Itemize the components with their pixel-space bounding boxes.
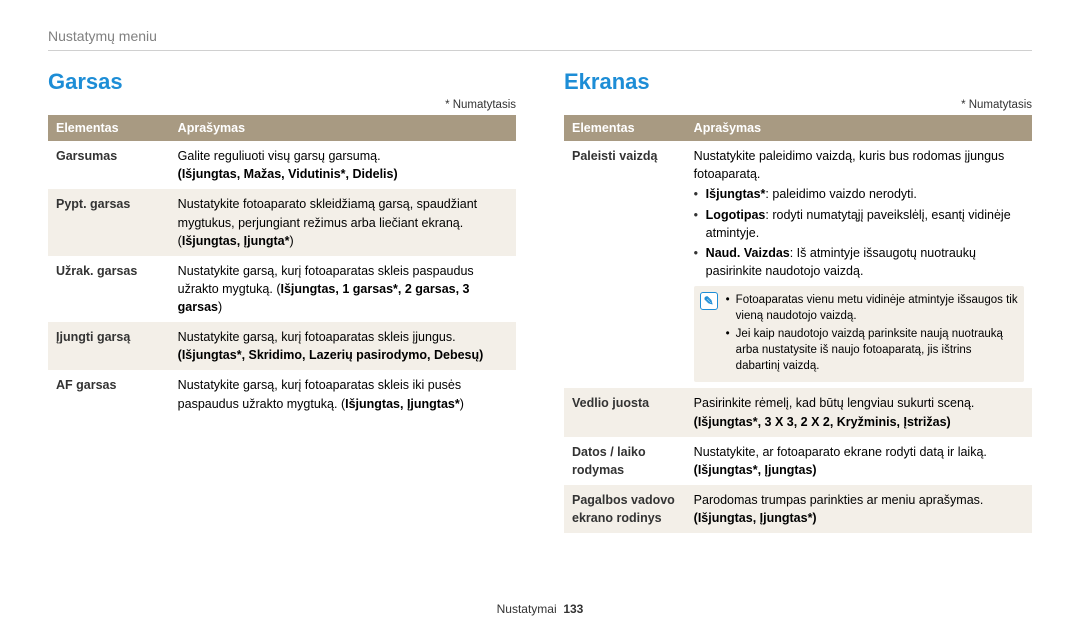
table-row: Įjungti garsą Nustatykite garsą, kurį fo…	[48, 322, 516, 370]
note-item: Fotoaparatas vienu metu vidinėje atminty…	[726, 292, 1018, 324]
section-title-ekranas: Ekranas	[564, 69, 1032, 95]
bullet-bold: Naud. Vaizdas	[706, 246, 790, 260]
th-desc: Aprašymas	[686, 115, 1032, 141]
left-column: Garsas * Numatytasis Elementas Aprašymas…	[48, 69, 516, 533]
th-desc: Aprašymas	[170, 115, 516, 141]
table-row: Vedlio juosta Pasirinkite rėmelį, kad bū…	[564, 388, 1032, 436]
note-box: ✎ Fotoaparatas vienu metu vidinėje atmin…	[694, 286, 1024, 382]
row-desc: Pasirinkite rėmelį, kad būtų lengviau su…	[686, 388, 1032, 436]
table-row: Datos / laiko rodymas Nustatykite, ar fo…	[564, 437, 1032, 485]
desc-text: Galite reguliuoti visų garsų garsumą.	[178, 149, 381, 163]
desc-bold: (Išjungtas*, Įjungtas)	[694, 463, 817, 477]
row-desc: Nustatykite garsą, kurį fotoaparatas skl…	[170, 370, 516, 418]
right-column: Ekranas * Numatytasis Elementas Aprašyma…	[564, 69, 1032, 533]
desc-bold: (Išjungtas*, Skridimo, Lazerių pasirodym…	[178, 348, 484, 362]
bullet-text: : paleidimo vaizdo nerodyti.	[765, 187, 916, 201]
page-footer: Nustatymai 133	[0, 602, 1080, 616]
row-desc: Nustatykite garsą, kurį fotoaparatas skl…	[170, 256, 516, 322]
desc-bold: Išjungtas, Įjungtas*	[345, 397, 460, 411]
row-label: Paleisti vaizdą	[564, 141, 686, 388]
row-label: AF garsas	[48, 370, 170, 418]
desc-text: Nustatykite, ar fotoaparato ekrane rodyt…	[694, 445, 987, 459]
row-label: Įjungti garsą	[48, 322, 170, 370]
ekranas-table: Elementas Aprašymas Paleisti vaizdą Nust…	[564, 115, 1032, 533]
garsas-table: Elementas Aprašymas Garsumas Galite regu…	[48, 115, 516, 419]
bullet-list: Išjungtas*: paleidimo vaizdo nerodyti. L…	[694, 185, 1024, 280]
list-item: Naud. Vaizdas: Iš atmintyje išsaugotų nu…	[694, 244, 1024, 280]
table-row: AF garsas Nustatykite garsą, kurį fotoap…	[48, 370, 516, 418]
row-desc: Nustatykite garsą, kurį fotoaparatas skl…	[170, 322, 516, 370]
row-label: Užrak. garsas	[48, 256, 170, 322]
table-header-row: Elementas Aprašymas	[564, 115, 1032, 141]
bullet-bold: Išjungtas*	[706, 187, 766, 201]
desc-bold: (Išjungtas*, 3 X 3, 2 X 2, Kryžminis, Įs…	[694, 415, 951, 429]
desc-text: )	[218, 300, 222, 314]
desc-text: Nustatykite garsą, kurį fotoaparatas skl…	[178, 330, 456, 344]
row-label: Pypt. garsas	[48, 189, 170, 255]
row-label: Pagalbos vadovo ekrano rodinys	[564, 485, 686, 533]
desc-bold: Išjungtas, Įjungta*	[182, 234, 290, 248]
row-label: Garsumas	[48, 141, 170, 189]
list-item: Išjungtas*: paleidimo vaizdo nerodyti.	[694, 185, 1024, 203]
th-element: Elementas	[48, 115, 170, 141]
table-row: Paleisti vaizdą Nustatykite paleidimo va…	[564, 141, 1032, 388]
breadcrumb: Nustatymų meniu	[48, 28, 1032, 44]
default-note-left: * Numatytasis	[48, 99, 516, 111]
page: Nustatymų meniu Garsas * Numatytasis Ele…	[0, 0, 1080, 533]
columns: Garsas * Numatytasis Elementas Aprašymas…	[48, 69, 1032, 533]
note-list: Fotoaparatas vienu metu vidinėje atminty…	[726, 292, 1018, 376]
footer-section: Nustatymai	[497, 602, 557, 616]
row-desc: Galite reguliuoti visų garsų garsumą. (I…	[170, 141, 516, 189]
desc-text: Pasirinkite rėmelį, kad būtų lengviau su…	[694, 396, 975, 410]
row-desc: Nustatykite paleidimo vaizdą, kuris bus …	[686, 141, 1032, 388]
row-desc: Nustatykite fotoaparato skleidžiamą gars…	[170, 189, 516, 255]
table-row: Pagalbos vadovo ekrano rodinys Parodomas…	[564, 485, 1032, 533]
row-desc: Nustatykite, ar fotoaparato ekrane rodyt…	[686, 437, 1032, 485]
row-desc: Parodomas trumpas parinkties ar meniu ap…	[686, 485, 1032, 533]
default-note-right: * Numatytasis	[564, 99, 1032, 111]
table-row: Pypt. garsas Nustatykite fotoaparato skl…	[48, 189, 516, 255]
desc-bold: (Išjungtas, Mažas, Vidutinis*, Didelis)	[178, 167, 398, 181]
page-number: 133	[563, 602, 583, 616]
note-icon: ✎	[700, 292, 718, 310]
th-element: Elementas	[564, 115, 686, 141]
list-item: Logotipas: rodyti numatytąjį paveikslėlį…	[694, 206, 1024, 242]
row-label: Datos / laiko rodymas	[564, 437, 686, 485]
divider	[48, 50, 1032, 51]
desc-text: Parodomas trumpas parinkties ar meniu ap…	[694, 493, 984, 507]
table-row: Garsumas Galite reguliuoti visų garsų ga…	[48, 141, 516, 189]
desc-text: Nustatykite paleidimo vaizdą, kuris bus …	[694, 149, 1005, 181]
note-item: Jei kaip naudotojo vaizdą parinksite nau…	[726, 326, 1018, 374]
desc-text: )	[460, 397, 464, 411]
table-header-row: Elementas Aprašymas	[48, 115, 516, 141]
table-row: Užrak. garsas Nustatykite garsą, kurį fo…	[48, 256, 516, 322]
bullet-bold: Logotipas	[706, 208, 766, 222]
desc-text: )	[290, 234, 294, 248]
section-title-garsas: Garsas	[48, 69, 516, 95]
desc-bold: (Išjungtas, Įjungtas*)	[694, 511, 817, 525]
row-label: Vedlio juosta	[564, 388, 686, 436]
